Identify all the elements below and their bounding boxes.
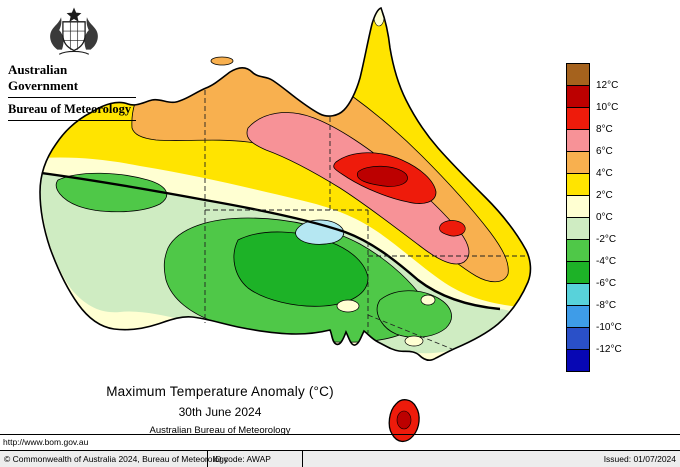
legend-label: 8°C [596, 124, 613, 135]
legend-label: -12°C [596, 344, 622, 355]
header-divider [8, 120, 136, 121]
region-pink [246, 112, 470, 265]
region-cream-spot [404, 335, 424, 347]
region-red-small [439, 220, 466, 237]
map-title-block: Maximum Temperature Anomaly (°C) 30th Ju… [55, 384, 385, 436]
melville-island [210, 56, 234, 66]
zero-contour-bold [40, 170, 501, 311]
region-cyan-spot [295, 219, 345, 245]
legend-cell-pink [567, 130, 589, 152]
header-divider [8, 97, 136, 98]
legend-label: -10°C [596, 322, 622, 333]
tasmania-dark-red-core [396, 410, 412, 430]
id-code-text: ID code: AWAP [213, 454, 271, 464]
coastline [39, 6, 532, 361]
legend-label: 12°C [596, 80, 619, 91]
state-borders [204, 90, 527, 350]
legend-label: 0°C [596, 212, 613, 223]
region-dark-red [356, 165, 408, 187]
region-cream-spot [420, 294, 436, 306]
legend-cell-cream [567, 196, 589, 218]
legend-cell-blue [567, 328, 589, 350]
legend-cell-light_blue [567, 306, 589, 328]
crest-shield-grid [62, 21, 86, 50]
legend-label: -8°C [596, 300, 617, 311]
copyright-text: © Commonwealth of Australia 2024, Bureau… [4, 454, 229, 464]
temperature-legend: 12°C 10°C 8°C 6°C 4°C 2°C 0°C -2°C -4°C -6°C -8°C -… [566, 63, 622, 372]
map-source: Australian Bureau of Meteorology [149, 425, 291, 436]
crest-emu [84, 17, 98, 50]
legend-label: -2°C [596, 234, 617, 245]
legend-label: -4°C [596, 256, 617, 267]
legend-cell-brown [567, 64, 589, 86]
legend-label: 2°C [596, 190, 613, 201]
footer-divider [302, 451, 303, 467]
footer-bar: © Commonwealth of Australia 2024, Bureau… [0, 450, 680, 467]
legend-cell-deep_green [567, 262, 589, 284]
legend-cell-orange [567, 152, 589, 174]
crest-scroll [58, 50, 90, 55]
coat-of-arms-icon [50, 7, 98, 55]
legend-label: -6°C [596, 278, 617, 289]
region-green-west [55, 172, 168, 213]
region-cream-spot [336, 299, 360, 313]
legend-cell-dark_blue [567, 350, 589, 371]
legend-label: 4°C [596, 168, 613, 179]
legend-cell-pale_green [567, 218, 589, 240]
legend-label: 10°C [596, 102, 619, 113]
website-url: http://www.bom.gov.au [3, 437, 89, 447]
crest-star [66, 7, 82, 22]
footer-top-rule [0, 434, 680, 435]
agency-name: Bureau of Meteorology [8, 102, 132, 116]
map-date: 30th June 2024 [178, 405, 262, 419]
tasmania [388, 399, 420, 443]
government-name: Australian Government [8, 62, 79, 93]
legend-cell-green [567, 240, 589, 262]
government-header: Australian Government Bureau of Meteorol… [8, 5, 140, 125]
crest-kangaroo [50, 17, 64, 50]
legend-cell-yellow [567, 174, 589, 196]
legend-cells [566, 63, 590, 372]
legend-label: 6°C [596, 146, 613, 157]
legend-labels: 12°C 10°C 8°C 6°C 4°C 2°C 0°C -2°C -4°C -6°C -8°C -… [596, 75, 622, 361]
legend-cell-cyan [567, 284, 589, 306]
crest-shield [62, 21, 86, 52]
legend-cell-dark_red [567, 86, 589, 108]
issued-text: Issued: 01/07/2024 [603, 454, 676, 464]
map-title: Maximum Temperature Anomaly (°C) [106, 384, 334, 399]
legend-cell-red [567, 108, 589, 130]
footer-divider [207, 451, 208, 467]
